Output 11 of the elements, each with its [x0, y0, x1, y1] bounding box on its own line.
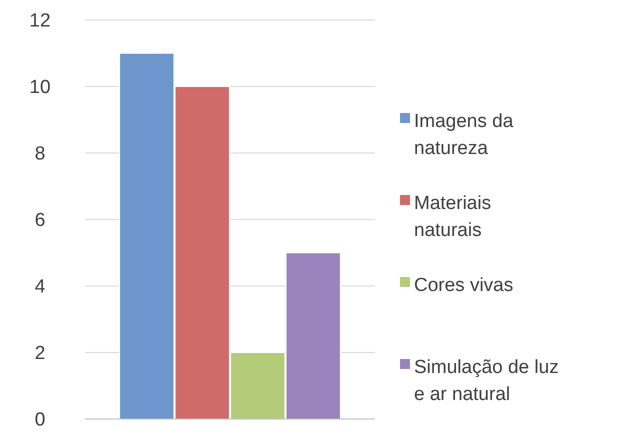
y-tick-label: 4 — [34, 276, 46, 298]
y-tick-label: 10 — [29, 77, 51, 98]
y-tick-label: 2 — [34, 343, 46, 364]
y-tick-label: 6 — [34, 210, 46, 232]
legend-label: Cores vivas — [414, 275, 514, 296]
legend-label: Materiais naturais — [414, 193, 492, 241]
y-tick-label: 8 — [34, 144, 46, 165]
y-tick-label: 0 — [34, 410, 46, 430]
legend-label: Imagens da natureza — [414, 111, 514, 159]
legend-label: Simulação de luz e ar natural — [414, 357, 559, 405]
y-tick-label: 12 — [29, 10, 51, 32]
